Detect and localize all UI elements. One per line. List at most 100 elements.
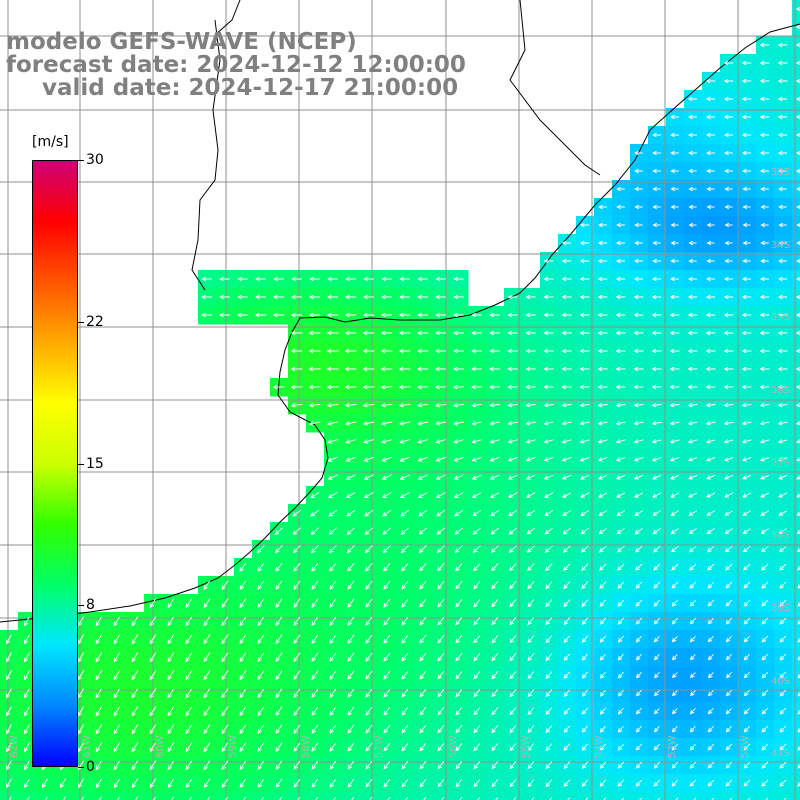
latitude-label: 40S: [771, 676, 790, 687]
wind-arrow: [543, 439, 554, 444]
wind-arrow: [598, 492, 608, 498]
longitude-label: 62W: [9, 735, 20, 758]
wind-arrow: [509, 581, 517, 590]
wind-arrow: [453, 474, 464, 480]
wind-arrow: [670, 204, 679, 210]
wind-arrow: [670, 258, 679, 264]
wind-arrow: [597, 402, 608, 408]
wind-arrow: [308, 294, 321, 300]
wind-arrow: [777, 294, 788, 300]
wind-speed-cell: [792, 216, 800, 235]
wind-arrow: [419, 761, 427, 770]
wind-arrow: [308, 366, 321, 372]
wind-arrow: [171, 796, 175, 800]
wind-arrow: [635, 635, 642, 643]
wind-arrow: [201, 312, 212, 318]
wind-arrow: [95, 742, 103, 753]
wind-arrow: [435, 421, 447, 426]
wind-arrow: [581, 581, 589, 590]
wind-arrow: [651, 420, 662, 426]
wind-arrow: [254, 312, 267, 318]
wind-arrow: [42, 778, 48, 789]
wind-arrow: [778, 204, 787, 210]
wind-arrow: [580, 510, 590, 517]
wind-arrow: [203, 778, 211, 788]
wind-arrow: [509, 689, 517, 698]
wind-arrow: [219, 294, 230, 300]
wind-arrow: [635, 743, 642, 751]
wind-arrow: [491, 761, 499, 770]
wind-arrow: [315, 796, 319, 800]
wind-arrow: [670, 168, 679, 174]
colorbar-tick-label: 22: [86, 313, 104, 330]
wind-arrow: [563, 617, 571, 626]
wind-arrow: [545, 689, 553, 698]
wind-arrow: [779, 563, 787, 571]
wind-speed-cell: [792, 540, 800, 559]
wind-arrow: [741, 366, 752, 372]
wind-arrow: [453, 456, 464, 462]
wind-arrow: [634, 527, 643, 535]
wind-arrow: [95, 706, 103, 717]
wind-arrow: [651, 294, 662, 300]
wind-arrow: [689, 581, 697, 589]
wind-arrow: [779, 671, 787, 679]
wind-arrow: [653, 672, 660, 679]
wind-arrow: [383, 670, 391, 680]
wind-arrow: [759, 78, 770, 84]
wind-arrow: [615, 348, 626, 354]
longitude-label: 61W: [82, 735, 93, 758]
wind-speed-cell: [792, 738, 800, 757]
wind-arrow: [724, 168, 733, 174]
wind-arrow: [777, 78, 788, 84]
wind-arrow: [365, 742, 373, 752]
wind-arrow: [308, 330, 321, 336]
wind-arrow: [437, 598, 445, 608]
wind-arrow: [687, 439, 698, 444]
wind-arrow: [723, 457, 734, 462]
wind-arrow: [741, 60, 752, 66]
wind-arrow: [797, 782, 800, 787]
wind-arrow: [257, 670, 265, 681]
wind-arrow: [291, 276, 302, 282]
wind-arrow: [77, 670, 85, 681]
grid-labels: 33S 34S 35S 36S 37S 38S 39S 40S 41S 62W 61W 60W 59W 5…: [9, 167, 790, 759]
wind-arrow: [345, 276, 356, 282]
wind-arrow: [507, 421, 518, 426]
wind-arrow: [597, 330, 608, 336]
wind-arrow: [308, 384, 321, 390]
wind-arrow: [741, 150, 752, 156]
wind-arrow: [437, 563, 445, 572]
wind-arrow: [527, 653, 535, 662]
wind-arrow: [437, 652, 445, 662]
wind-arrow: [135, 796, 139, 800]
wind-arrow: [525, 456, 536, 462]
wind-speed-cell: [792, 504, 800, 523]
wind-arrow: [185, 616, 193, 627]
wind-arrow: [741, 312, 752, 318]
wind-arrow: [527, 671, 535, 680]
wind-arrow: [707, 653, 714, 661]
wind-arrow: [527, 563, 535, 572]
wind-arrow: [417, 294, 428, 300]
wind-arrow: [275, 580, 283, 590]
wind-arrow: [221, 652, 229, 663]
wind-arrow: [669, 114, 680, 120]
wind-arrow: [95, 652, 103, 663]
wind-arrow: [724, 545, 733, 553]
wind-arrow: [311, 760, 319, 770]
wind-arrow: [293, 742, 301, 752]
wind-arrow: [741, 78, 752, 84]
wind-arrow: [725, 707, 732, 715]
wind-arrow: [23, 724, 30, 735]
wind-arrow: [419, 634, 427, 644]
wind-arrow: [581, 671, 588, 679]
wind-arrow: [525, 330, 536, 336]
colorbar-tick-label: 15: [86, 455, 104, 472]
wind-arrow: [670, 186, 679, 192]
wind-arrow: [543, 420, 554, 426]
wind-arrow: [759, 96, 770, 102]
wind-arrow: [724, 276, 733, 282]
wind-arrow: [453, 312, 464, 318]
wind-arrow: [351, 796, 355, 800]
